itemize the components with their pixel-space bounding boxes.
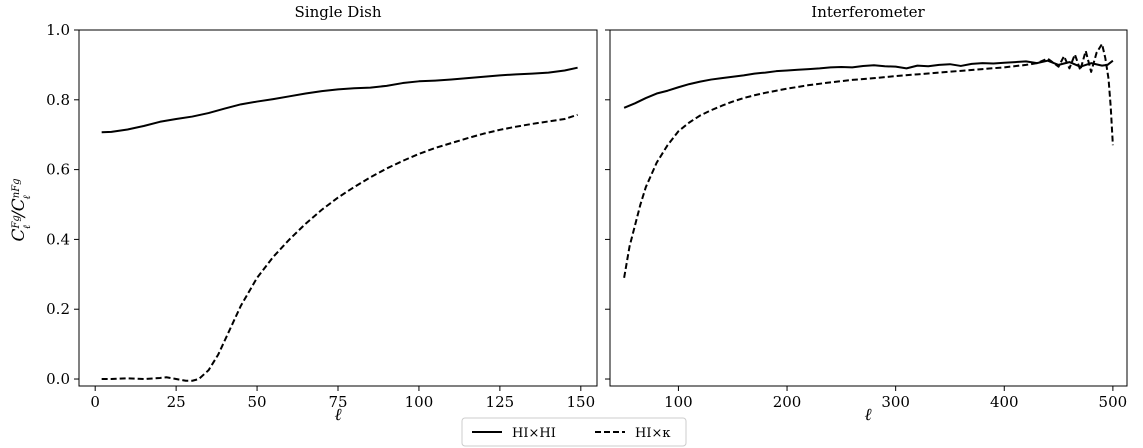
x-axis-label: ℓ bbox=[864, 405, 871, 425]
y-tick-label: 0.0 bbox=[46, 370, 70, 388]
y-axis-label: CFgℓ/CnFgℓ bbox=[9, 178, 33, 241]
x-tick-label: 150 bbox=[566, 393, 595, 411]
series-line-hikappa bbox=[101, 113, 578, 382]
x-tick-label: 50 bbox=[248, 393, 267, 411]
legend: HI×HI HI×κ bbox=[461, 417, 687, 447]
panel-interferometer: Interferometer 100 200 300 400 500 ℓ bbox=[605, 3, 1128, 425]
series-line-hihi bbox=[623, 59, 1114, 109]
panel-title: Single Dish bbox=[295, 3, 382, 21]
x-tick-label: 100 bbox=[405, 393, 434, 411]
series-line-hikappa bbox=[623, 42, 1114, 278]
plot-area-interferometer: 100 200 300 400 500 bbox=[605, 29, 1128, 411]
y-tick-label: 0.4 bbox=[46, 230, 70, 248]
y-tick-label: 1.0 bbox=[46, 21, 70, 39]
axes-frame bbox=[78, 29, 598, 387]
panel-title: Interferometer bbox=[811, 3, 925, 21]
x-tick-label: 75 bbox=[328, 393, 347, 411]
x-tick-label: 125 bbox=[486, 393, 515, 411]
x-tick-label: 200 bbox=[773, 393, 802, 411]
legend-label-hikappa: HI×κ bbox=[635, 426, 671, 441]
x-tick-label: 100 bbox=[664, 393, 693, 411]
panel-single-dish: Single Dish CFgℓ/CnFgℓ 0 25 50 75 100 125 1500… bbox=[9, 3, 598, 425]
plot-area-single-dish: 0 25 50 75 100 125 150 0.0 0.2 0.4 0.6 0.8 1.0 bbox=[46, 21, 598, 411]
series-line-hihi bbox=[101, 66, 578, 134]
x-tick-label: 25 bbox=[167, 393, 186, 411]
x-tick-label: 400 bbox=[990, 393, 1019, 411]
legend-label-hihi: HI×HI bbox=[512, 426, 556, 441]
x-tick-label: 500 bbox=[1099, 393, 1128, 411]
y-tick-label: 0.2 bbox=[46, 300, 70, 318]
y-tick-label: 0.8 bbox=[46, 91, 70, 109]
x-tick-label: 0 bbox=[90, 393, 100, 411]
axes-frame bbox=[609, 29, 1128, 387]
x-tick-label: 300 bbox=[881, 393, 910, 411]
legend-box bbox=[461, 417, 687, 447]
x-axis-label: ℓ bbox=[334, 405, 341, 425]
y-tick-label: 0.6 bbox=[46, 161, 70, 179]
svg-text:CFgℓ/CnFgℓ: CFgℓ/CnFgℓ bbox=[9, 178, 33, 241]
